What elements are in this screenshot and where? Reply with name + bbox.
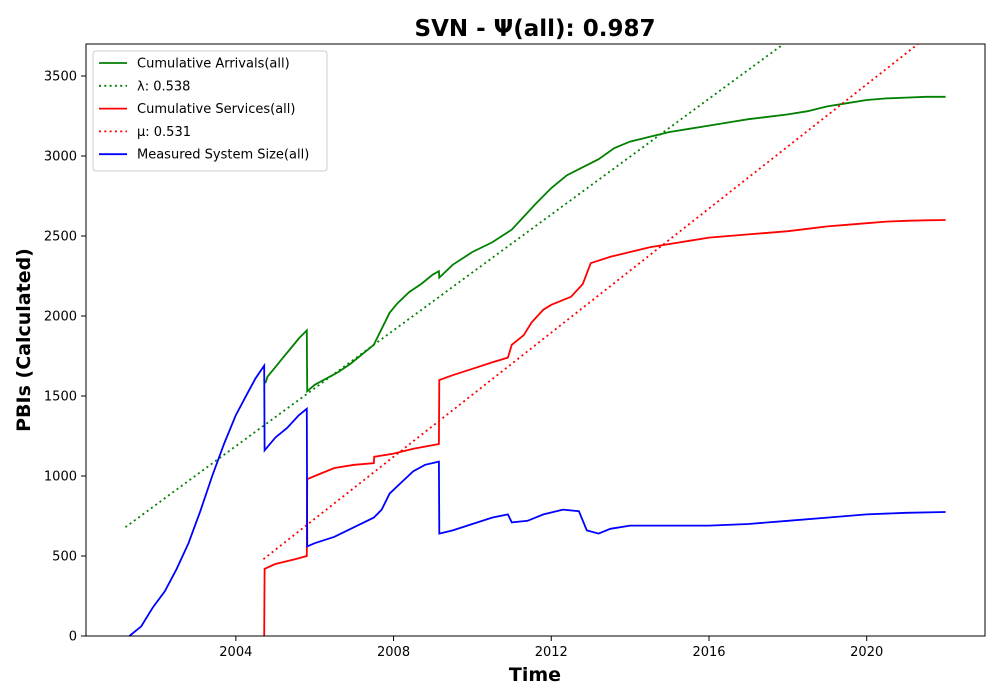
x-axis: 2004 2008 2012 2016 2020 — [219, 636, 883, 660]
y-tick-label: 3500 — [44, 70, 77, 85]
y-tick-label: 1000 — [44, 470, 77, 485]
series-line-1 — [124, 44, 786, 528]
y-tick-label: 1500 — [44, 390, 77, 405]
x-tick-label: 2016 — [692, 645, 725, 660]
series-line-4 — [128, 362, 946, 636]
series-line-0 — [264, 95, 946, 394]
x-tick-label: 2020 — [850, 645, 883, 660]
legend-entry-label: μ: 0.531 — [137, 125, 191, 140]
series-line-3 — [262, 44, 919, 560]
y-tick-label: 0 — [69, 630, 77, 645]
x-axis-label: Time — [509, 664, 561, 686]
legend-entry-label: Measured System Size(all) — [137, 148, 309, 163]
x-tick-label: 2008 — [377, 645, 410, 660]
y-axis-label: PBIs (Calculated) — [13, 248, 35, 432]
x-tick-label: 2012 — [535, 645, 568, 660]
legend-entry-label: λ: 0.538 — [137, 79, 190, 94]
x-tick-label: 2004 — [219, 645, 252, 660]
legend-entry-label: Cumulative Services(all) — [137, 102, 295, 117]
legend: Cumulative Arrivals(all) λ: 0.538 Cumulati… — [92, 50, 328, 172]
plot-frame — [85, 43, 986, 637]
y-tick-label: 2500 — [44, 230, 77, 245]
y-tick-label: 3000 — [44, 150, 77, 165]
y-tick-label: 2000 — [44, 310, 77, 325]
series-line-2 — [263, 219, 946, 636]
legend-box — [92, 50, 328, 172]
y-tick-label: 500 — [52, 550, 77, 565]
series-layer — [124, 44, 946, 636]
y-axis: 0 500 1000 1500 2000 2500 3000 3500 — [44, 70, 86, 645]
legend-entry-label: Cumulative Arrivals(all) — [137, 57, 290, 72]
chart-title: SVN - Ψ(all): 0.987 — [415, 16, 656, 42]
